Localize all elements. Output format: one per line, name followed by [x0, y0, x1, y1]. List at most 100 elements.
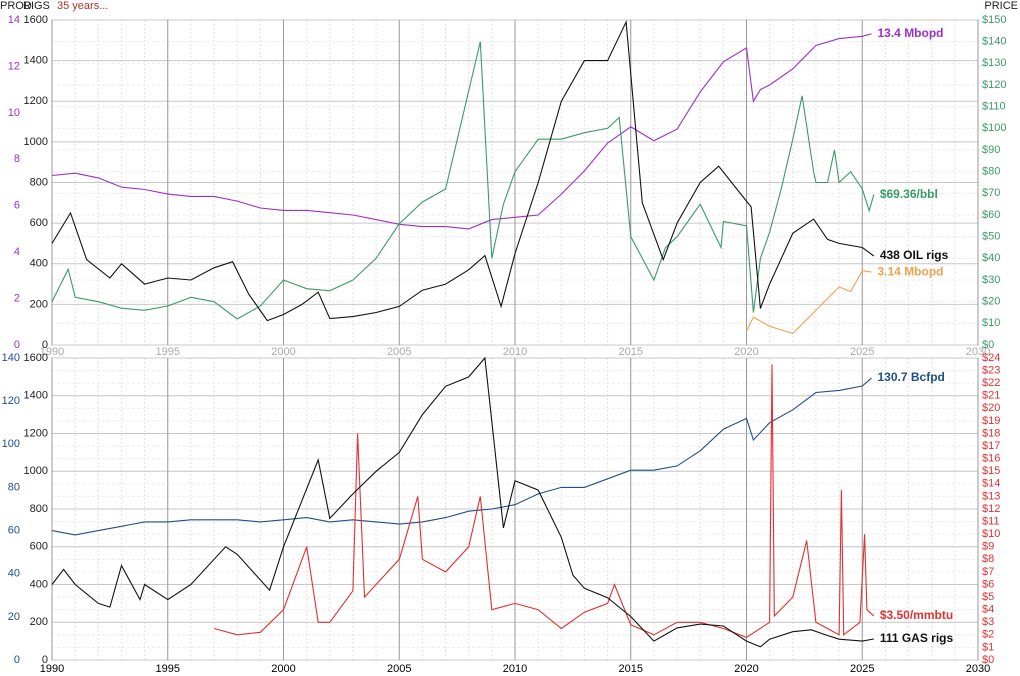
y2-tick-label: $22 [982, 377, 1000, 389]
y3-tick-label: 100 [2, 438, 20, 450]
y-tick-label: 1000 [24, 136, 48, 148]
x-tick-label: 2020 [734, 663, 758, 675]
x-tick-label: 1995 [156, 663, 180, 675]
y3-tick-label: 6 [14, 200, 20, 212]
end-label: $3.50/mmbtu [880, 608, 953, 622]
y2-tick-label: $60 [982, 209, 1000, 221]
x-tick-label: 2030 [966, 663, 990, 675]
x-tick-label: 2025 [850, 663, 874, 675]
y3-tick-label: 0 [14, 339, 20, 351]
y2-tick-label: $6 [982, 578, 994, 590]
subtitle: 35 years... [57, 0, 108, 12]
y3-tick-label: 4 [14, 246, 20, 258]
y3-tick-label: 80 [8, 481, 20, 493]
y-tick-label: 200 [30, 616, 48, 628]
y-tick-label: 400 [30, 578, 48, 590]
series-line [213, 364, 875, 639]
y2-tick-label: $7 [982, 566, 994, 578]
y2-tick-label: $8 [982, 553, 994, 565]
y2-tick-label: $17 [982, 440, 1000, 452]
y-tick-label: 1400 [24, 390, 48, 402]
end-label: 130.7 Bcfpd [878, 370, 945, 384]
y-tick-label: 1200 [24, 427, 48, 439]
y-tick-label: 0 [42, 654, 48, 666]
y-tick-label: 200 [30, 298, 48, 310]
y2-tick-label: $21 [982, 390, 1000, 402]
y2-tick-label: $10 [982, 528, 1000, 540]
y2-tick-label: $20 [982, 402, 1000, 414]
end-label: $69.36/bbl [880, 187, 938, 201]
x-tick-label: 2015 [619, 663, 643, 675]
x-tick-label: 2000 [271, 663, 295, 675]
x-tick-label: 2005 [387, 346, 411, 358]
y-tick-label: 1000 [24, 465, 48, 477]
y-tick-label: 0 [42, 339, 48, 351]
y2-tick-label: $5 [982, 591, 994, 603]
y2-tick-label: $130 [982, 57, 1006, 69]
x-tick-label: 1990 [40, 346, 64, 358]
y2-tick-label: $0 [982, 654, 994, 666]
x-tick-label: 2000 [271, 346, 295, 358]
y2-tick-label: $150 [982, 14, 1006, 26]
y3-tick-label: 10 [8, 107, 20, 119]
y2-tick-label: $100 [982, 122, 1006, 134]
y2-tick-label: $70 [982, 187, 1000, 199]
y2-tick-label: $15 [982, 465, 1000, 477]
x-tick-label: 1990 [40, 663, 64, 675]
x-tick-label: 2005 [387, 663, 411, 675]
y2-tick-label: $30 [982, 274, 1000, 286]
series-line [746, 270, 872, 335]
y-tick-label: 600 [30, 217, 48, 229]
y2-tick-label: $4 [982, 604, 994, 616]
y3-tick-label: 140 [2, 352, 20, 364]
y2-tick-label: $24 [982, 352, 1000, 364]
end-label: 13.4 Mbopd [878, 26, 944, 40]
y2-tick-label: $50 [982, 231, 1000, 243]
series-line [51, 33, 872, 230]
y2-tick-label: $16 [982, 453, 1000, 465]
y2-tick-label: $11 [982, 515, 1000, 527]
y3-tick-label: 14 [8, 14, 20, 26]
y2-tick-label: $120 [982, 79, 1006, 91]
y3-tick-label: 0 [14, 654, 20, 666]
y2-tick-label: $12 [982, 503, 1000, 515]
y2-tick-label: $0 [982, 339, 994, 351]
series-line [51, 19, 875, 322]
series-line [51, 356, 874, 648]
y2-tick-label: $1 [982, 641, 994, 653]
x-tick-label: 2020 [734, 346, 758, 358]
y3-tick-label: 8 [14, 153, 20, 165]
y2-tick-label: $140 [982, 36, 1006, 48]
x-tick-label: 2010 [503, 346, 527, 358]
y2-tick-label: $23 [982, 364, 1000, 376]
y-tick-label: 1400 [24, 55, 48, 67]
y3-tick-label: 120 [2, 395, 20, 407]
y2-tick-label: $14 [982, 478, 1000, 490]
y2-tick-label: $90 [982, 144, 1000, 156]
y2-tick-label: $3 [982, 616, 994, 628]
x-tick-label: 2010 [503, 663, 527, 675]
y3-tick-label: 20 [8, 611, 20, 623]
y-axis-title: RIGS [23, 0, 50, 12]
y2-tick-label: $9 [982, 541, 994, 553]
y-tick-label: 1600 [24, 352, 48, 364]
y2-tick-label: $18 [982, 427, 1000, 439]
y2-tick-label: $20 [982, 296, 1000, 308]
end-label: 3.14 Mbopd [878, 264, 944, 278]
y2-axis-title: PRICE [984, 0, 1018, 12]
y2-tick-label: $10 [982, 317, 1000, 329]
y-tick-label: 400 [30, 258, 48, 270]
end-label: 111 GAS rigs [880, 631, 954, 645]
y2-tick-label: $19 [982, 415, 1000, 427]
y2-tick-label: $80 [982, 166, 1000, 178]
x-tick-label: 1995 [156, 346, 180, 358]
x-tick-label: 2015 [619, 346, 643, 358]
x-tick-label: 2030 [966, 346, 990, 358]
y3-tick-label: 2 [14, 292, 20, 304]
end-label: 438 OIL rigs [880, 248, 949, 262]
series-line [51, 377, 872, 536]
y-tick-label: 1200 [24, 95, 48, 107]
x-tick-label: 2025 [850, 346, 874, 358]
y2-tick-label: $13 [982, 490, 1000, 502]
